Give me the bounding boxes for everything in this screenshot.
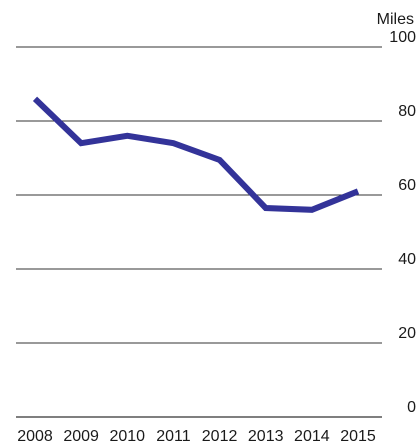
x-tick-label-2013: 2013 xyxy=(248,428,284,444)
y-tick-label-20: 20 xyxy=(398,325,416,342)
series-line-0 xyxy=(32,96,360,213)
series-layer xyxy=(32,96,360,213)
y-tick-label-0: 0 xyxy=(407,399,416,416)
y-axis-unit-label: Miles xyxy=(377,11,414,28)
x-tick-label-2012: 2012 xyxy=(202,428,238,444)
y-tick-label-60: 60 xyxy=(398,177,416,194)
x-axis-ticks: 2008 2009 2010 2011 2012 2013 2014 2015 xyxy=(17,428,376,444)
y-tick-label-80: 80 xyxy=(398,103,416,120)
x-tick-label-2009: 2009 xyxy=(63,428,99,444)
y-tick-label-40: 40 xyxy=(398,251,416,268)
x-tick-label-2008: 2008 xyxy=(17,428,53,444)
x-tick-label-2014: 2014 xyxy=(294,428,330,444)
y-axis-ticks: 0 20 40 60 80 100 xyxy=(389,29,416,416)
x-tick-label-2011: 2011 xyxy=(156,428,191,444)
gridlines xyxy=(16,46,382,418)
x-tick-label-2010: 2010 xyxy=(109,428,145,444)
y-tick-label-100: 100 xyxy=(389,29,416,46)
x-tick-label-2015: 2015 xyxy=(340,428,376,444)
